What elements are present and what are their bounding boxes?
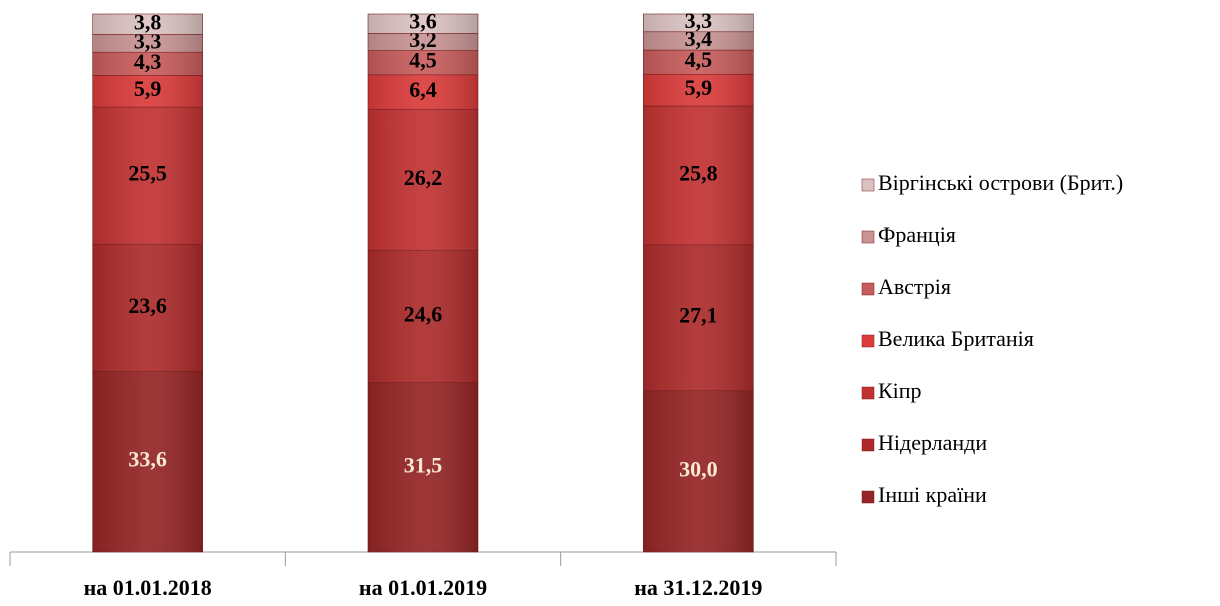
data-label: 6,4	[409, 77, 437, 102]
legend-swatch	[861, 334, 875, 348]
data-label: 26,2	[404, 165, 443, 190]
legend-label: Інші країни	[878, 482, 987, 507]
data-label: 5,9	[685, 75, 713, 100]
legend-swatch	[861, 438, 875, 452]
bar-shade	[368, 74, 478, 110]
bar-shade	[92, 244, 203, 372]
data-label: 25,5	[128, 161, 167, 186]
legend-label: Кіпр	[878, 378, 922, 403]
data-label: 3,8	[134, 9, 162, 34]
bar-shade	[643, 390, 754, 552]
bar-shade	[92, 107, 203, 245]
data-label: 27,1	[679, 303, 718, 328]
bar-shade	[368, 33, 478, 51]
bar-shade	[643, 74, 754, 106]
bar-shade	[643, 31, 754, 51]
bar-shade	[92, 75, 203, 108]
x-tick-label: на 01.01.2019	[359, 575, 487, 600]
bar-shade	[92, 34, 203, 53]
data-label: 4,5	[685, 47, 713, 72]
data-label: 23,6	[128, 293, 167, 318]
bar-shade	[643, 50, 754, 75]
legend-swatch	[861, 178, 875, 192]
legend-swatch	[861, 282, 875, 296]
data-label: 25,8	[679, 160, 718, 185]
legend-swatch	[861, 386, 875, 400]
bar-shade	[643, 14, 754, 32]
bar-shade	[92, 14, 203, 35]
legend-label: Велика Британія	[878, 326, 1034, 351]
data-label: 24,6	[404, 301, 443, 326]
legend-label: Франція	[878, 222, 956, 247]
bar-shade	[92, 371, 203, 552]
legend-label: Віргінські острови (Брит.)	[878, 170, 1123, 195]
legend-swatch	[861, 230, 875, 244]
data-label: 4,5	[409, 48, 437, 73]
bar-shade	[368, 50, 478, 75]
data-label: 3,3	[685, 8, 713, 33]
bar-shade	[368, 250, 478, 383]
legend-label: Нідерланди	[878, 430, 987, 455]
bar-shade	[643, 244, 754, 391]
bar-shade	[368, 14, 478, 34]
data-label: 33,6	[128, 447, 167, 472]
legend-swatch	[861, 490, 875, 504]
x-tick-label: на 31.12.2019	[634, 575, 762, 600]
data-label: 3,6	[409, 9, 437, 34]
legend-label: Австрія	[878, 274, 951, 299]
bar-shade	[643, 105, 754, 245]
bar-shade	[92, 52, 203, 76]
data-label: 4,3	[134, 49, 162, 74]
data-label: 5,9	[134, 76, 162, 101]
x-tick-label: на 01.01.2018	[84, 575, 212, 600]
data-label: 31,5	[404, 452, 443, 477]
bar-shade	[368, 382, 478, 552]
bar-shade	[368, 109, 478, 251]
data-label: 30,0	[679, 456, 718, 481]
